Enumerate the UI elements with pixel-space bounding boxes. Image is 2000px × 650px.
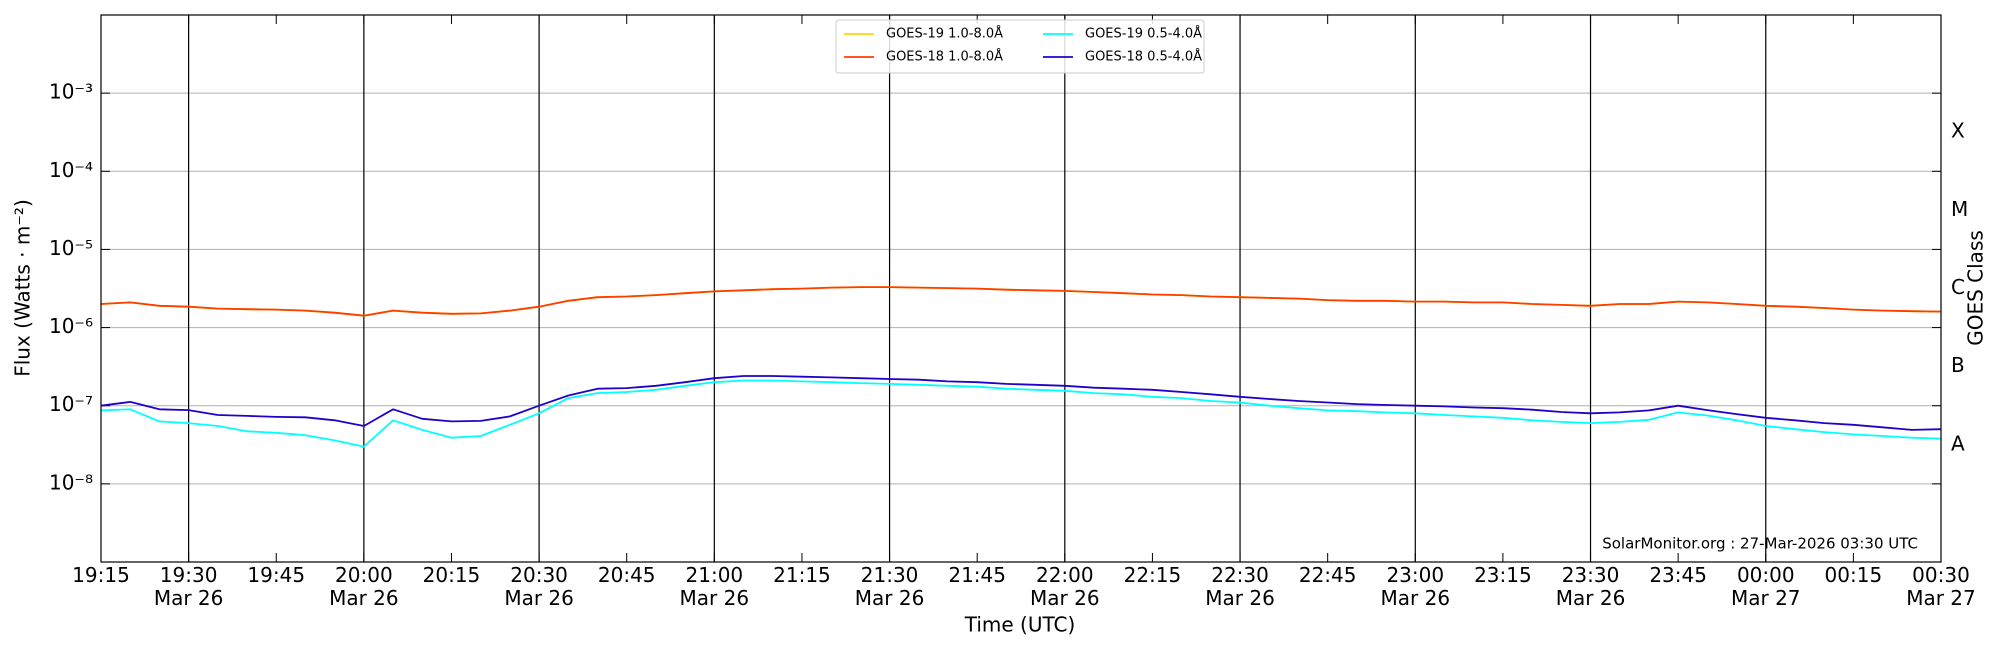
x-tick-label-line: 23:00 (1386, 563, 1444, 587)
x-tick-label: 23:30 Mar 26 (1556, 563, 1626, 610)
x-tick-label: 19:45 (247, 563, 305, 587)
y2-tick-label: A (1951, 431, 1965, 455)
data-line (100, 375, 1942, 431)
y2-tick-label: X (1951, 119, 1965, 143)
x-tick-label: 23:15 (1474, 563, 1532, 587)
y-tick-label: 10⁻³ (49, 80, 93, 104)
x-tick-label-line: Mar 26 (329, 586, 399, 610)
x-tick-label-line: 19:45 (247, 563, 305, 587)
x-tick-label-line: 19:30 (160, 563, 218, 587)
x-tick-label: 23:45 (1649, 563, 1707, 587)
x-tick-label: 20:45 (598, 563, 656, 587)
y-tick-label: 10⁻⁷ (49, 392, 93, 416)
y-tick-label: 10⁻⁵ (49, 236, 93, 260)
x-tick-label: 20:15 (423, 563, 481, 587)
x-tick-label-line: 21:30 (861, 563, 919, 587)
x-tick-label-line: 21:15 (773, 563, 831, 587)
x-tick-label-line: Mar 26 (855, 586, 925, 610)
legend-label: GOES-19 0.5-4.0Å (1085, 26, 1202, 42)
x-tick-label-line: 20:00 (335, 563, 393, 587)
x-tick-label-line: 23:15 (1474, 563, 1532, 587)
x-tick-label-line: 00:00 (1737, 563, 1795, 587)
legend-label: GOES-18 0.5-4.0Å (1085, 49, 1202, 65)
x-axis-label: Time (UTC) (964, 613, 1076, 637)
y-tick-label: 10⁻⁸ (49, 470, 93, 494)
x-tick-label: 22:45 (1299, 563, 1357, 587)
x-tick-label-line: Mar 26 (1205, 586, 1275, 610)
x-tick-label-line: 22:45 (1299, 563, 1357, 587)
legend-box (835, 19, 1205, 74)
x-tick-label-line: Mar 26 (1030, 586, 1100, 610)
plot-frame (100, 14, 1942, 563)
x-tick-label: 00:00 Mar 27 (1731, 563, 1801, 610)
x-tick-label-line: 22:15 (1124, 563, 1182, 587)
x-tick-label-line: 21:00 (686, 563, 744, 587)
x-tick-label-line: 23:30 (1562, 563, 1620, 587)
x-tick-label: 20:30 Mar 26 (504, 563, 574, 610)
data-line (100, 286, 1942, 317)
y-tick-label: 10⁻⁶ (49, 314, 93, 338)
y2-tick-label: B (1951, 353, 1965, 377)
y-tick-label: 10⁻⁴ (49, 158, 93, 182)
x-tick-label: 20:00 Mar 26 (329, 563, 399, 610)
x-tick-label-line: Mar 26 (1556, 586, 1626, 610)
data-line (100, 379, 1942, 448)
x-tick-label: 00:30 Mar 27 (1906, 563, 1976, 610)
y2-tick-label: M (1951, 197, 1968, 221)
y2-axis-label: GOES Class (1964, 230, 1988, 346)
x-tick-label-line: Mar 27 (1731, 586, 1801, 610)
legend-label: GOES-19 1.0-8.0Å (886, 26, 1003, 42)
x-tick-label-line: 22:00 (1036, 563, 1094, 587)
x-tick-label: 19:15 (72, 563, 130, 587)
legend: GOES-19 1.0-8.0Å GOES-18 1.0-8.0Å GOES-19 … (835, 19, 1205, 74)
y-axis-label: Flux (Watts · m⁻²) (11, 199, 35, 377)
x-tick-label-line: Mar 27 (1906, 586, 1976, 610)
x-tick-label: 21:45 (948, 563, 1006, 587)
x-tick-label: 23:00 Mar 26 (1381, 563, 1451, 610)
x-tick-label-line: 00:15 (1825, 563, 1883, 587)
x-tick-label-line: Mar 26 (154, 586, 224, 610)
x-tick-label-line: 20:30 (510, 563, 568, 587)
legend-label: GOES-18 1.0-8.0Å (886, 49, 1003, 65)
x-tick-label: 22:30 Mar 26 (1205, 563, 1275, 610)
x-tick-label-line: 20:45 (598, 563, 656, 587)
x-tick-label: 22:00 Mar 26 (1030, 563, 1100, 610)
x-tick-label: 21:30 Mar 26 (855, 563, 925, 610)
x-tick-label-line: Mar 26 (1381, 586, 1451, 610)
x-tick-label: 22:15 (1124, 563, 1182, 587)
x-tick-label-line: 19:15 (72, 563, 130, 587)
x-tick-label: 19:30 Mar 26 (154, 563, 224, 610)
annotation: SolarMonitor.org : 27-Mar-2026 03:30 UTC (1602, 535, 1918, 553)
y2-tick-label: C (1951, 275, 1965, 299)
x-tick-label-line: 20:15 (423, 563, 481, 587)
x-tick-label: 21:15 (773, 563, 831, 587)
x-tick-label: 21:00 Mar 26 (680, 563, 750, 610)
x-tick-label-line: 00:30 (1912, 563, 1970, 587)
x-tick-label-line: 23:45 (1649, 563, 1707, 587)
x-tick-label-line: 22:30 (1211, 563, 1269, 587)
x-tick-label-line: Mar 26 (504, 586, 574, 610)
x-tick-label-line: 21:45 (948, 563, 1006, 587)
x-tick-label-line: Mar 26 (680, 586, 750, 610)
x-tick-label: 00:15 (1825, 563, 1883, 587)
